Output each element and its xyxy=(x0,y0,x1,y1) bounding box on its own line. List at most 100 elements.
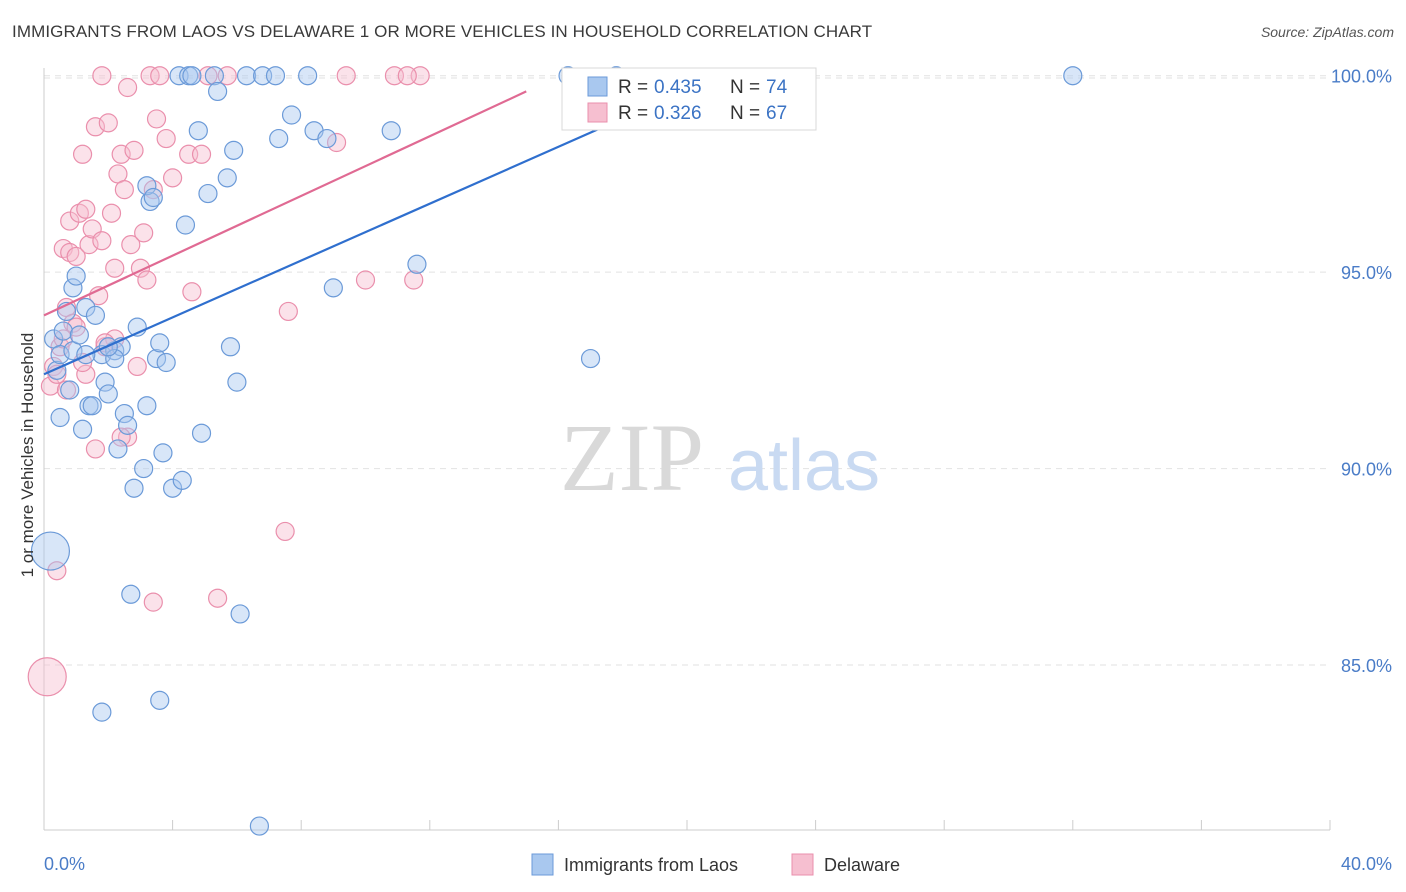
y-tick-label: 100.0% xyxy=(1331,67,1392,87)
laos-point xyxy=(156,352,176,373)
laos-point xyxy=(53,321,73,341)
y-tick-label: 85.0% xyxy=(1341,656,1392,676)
series-legend-delaware: Delaware xyxy=(824,855,900,875)
laos-point xyxy=(265,66,286,86)
delaware-point xyxy=(101,203,122,223)
delaware-point xyxy=(275,521,295,542)
laos-point xyxy=(1063,66,1083,86)
delaware-point xyxy=(156,128,176,149)
laos-point xyxy=(249,816,270,836)
delaware-point xyxy=(134,223,154,243)
delaware-point xyxy=(117,77,138,98)
delaware-trend-line xyxy=(43,90,527,317)
legend-n-label-1: N = xyxy=(730,77,760,98)
laos-point xyxy=(72,419,93,439)
legend-r-label-1: R = xyxy=(618,77,648,98)
laos-point xyxy=(407,254,427,274)
laos-point xyxy=(227,372,247,392)
stats-legend: R = 0.435 N = 74 R = 0.326 N = 67 xyxy=(561,67,817,131)
delaware-point xyxy=(79,235,99,255)
y-tick-label: 90.0% xyxy=(1341,460,1392,480)
delaware-point xyxy=(121,235,141,255)
laos-point xyxy=(150,690,170,710)
laos-point xyxy=(114,403,134,424)
legend-swatch-blue xyxy=(587,76,608,97)
delaware-point xyxy=(278,301,298,322)
delaware-point xyxy=(66,246,86,267)
delaware-point xyxy=(76,199,96,219)
laos-point xyxy=(220,337,241,357)
laos-point xyxy=(163,478,183,498)
laos-point xyxy=(50,407,70,428)
laos-point xyxy=(281,105,302,125)
laos-point xyxy=(82,396,102,416)
laos-point xyxy=(224,140,244,160)
delaware-point xyxy=(92,66,112,86)
laos-point xyxy=(85,305,106,325)
legend-n-value-1: 74 xyxy=(766,77,788,98)
delaware-point xyxy=(111,427,131,447)
laos-point xyxy=(134,458,154,479)
delaware-point xyxy=(72,144,93,164)
delaware-point xyxy=(191,144,212,164)
legend-r-label-2: R = xyxy=(618,103,648,124)
laos-point xyxy=(137,176,157,196)
laos-point xyxy=(153,443,173,463)
delaware-point xyxy=(60,211,80,231)
delaware-point xyxy=(182,282,202,302)
laos-point xyxy=(172,470,192,490)
delaware-point xyxy=(140,66,160,86)
delaware-point xyxy=(208,588,228,608)
delaware-point xyxy=(355,270,376,290)
laos-point xyxy=(105,348,125,369)
laos-point xyxy=(50,345,70,365)
watermark-atlas: atlas xyxy=(728,426,880,506)
laos-point xyxy=(76,297,96,318)
delaware-point xyxy=(85,117,106,137)
laos-point xyxy=(323,278,343,298)
laos-point xyxy=(269,128,289,149)
laos-point xyxy=(204,66,224,86)
laos-point xyxy=(298,66,318,86)
laos-point xyxy=(69,325,89,345)
laos-point xyxy=(191,423,212,443)
laos-points xyxy=(30,66,1083,836)
delaware-point xyxy=(124,140,144,160)
series-legend: Immigrants from Laos Delaware xyxy=(531,853,900,876)
laos-point xyxy=(121,584,141,604)
source-credit: Source: ZipAtlas.com xyxy=(1260,24,1394,40)
axes: 100.0% 95.0% 90.0% 85.0% 0.0% 40.0% xyxy=(43,67,1392,874)
x-tick-label: 40.0% xyxy=(1341,854,1392,874)
series-legend-laos: Immigrants from Laos xyxy=(564,855,738,875)
laos-point xyxy=(143,187,163,208)
laos-point xyxy=(63,278,83,298)
delaware-point xyxy=(137,270,157,290)
delaware-points xyxy=(27,66,430,697)
laos-point xyxy=(150,333,170,353)
laos-point xyxy=(92,702,112,722)
laos-point xyxy=(580,348,601,369)
delaware-point xyxy=(76,364,96,384)
laos-point xyxy=(230,604,250,624)
delaware-point xyxy=(397,66,417,86)
laos-point xyxy=(95,372,115,392)
delaware-point xyxy=(111,144,131,164)
delaware-point xyxy=(98,113,118,133)
laos-point xyxy=(108,439,128,459)
legend-swatch-pink xyxy=(587,102,608,123)
delaware-point xyxy=(27,657,67,697)
delaware-point xyxy=(92,231,112,251)
delaware-point xyxy=(85,439,106,459)
laos-point xyxy=(317,128,337,149)
x-tick-label: 0.0% xyxy=(44,854,85,874)
series-legend-swatch-delaware xyxy=(791,853,814,876)
grid-lines xyxy=(44,75,1330,666)
delaware-point xyxy=(114,180,134,200)
laos-point xyxy=(98,384,118,404)
delaware-point xyxy=(105,258,125,278)
delaware-point xyxy=(326,132,347,153)
laos-point xyxy=(182,66,202,86)
delaware-point xyxy=(336,66,356,86)
laos-point xyxy=(117,415,138,435)
delaware-point xyxy=(150,66,170,86)
